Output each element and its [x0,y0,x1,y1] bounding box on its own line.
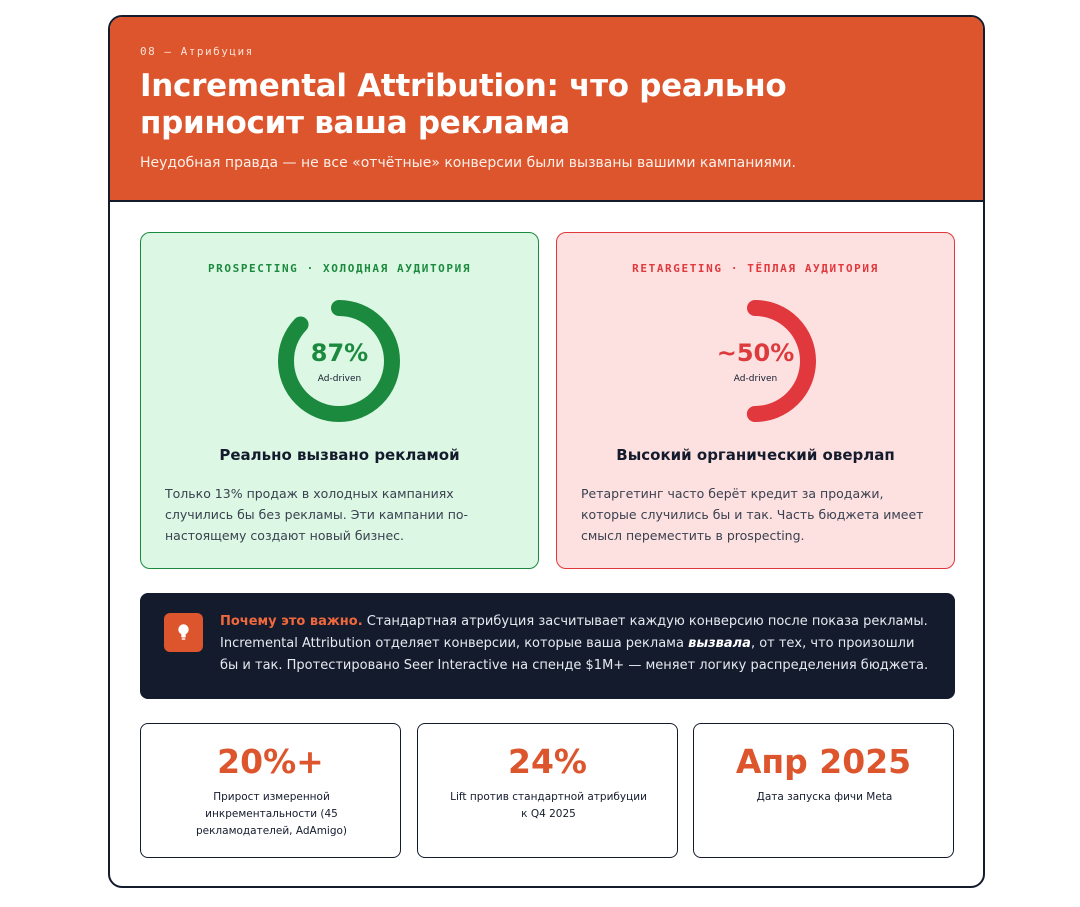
retargeting-panel: RETARGETING · ТЁПЛАЯ АУДИТОРИЯ ~50% Ad-d… [556,232,955,569]
stat-value: Апр 2025 [735,742,912,781]
prospecting-donut [278,300,400,422]
callout-body-end: , от тех, что произошли бы и так. Протес… [220,636,929,673]
lightbulb-icon-glyph [178,624,189,640]
donut-caption: Ad-driven [733,374,778,384]
stat-card-lift: 24% Lift против стандартной атрибуции к … [417,723,678,858]
attribution-card: 08 — Атрибуция Incremental Attribution: … [108,15,985,888]
header-banner: 08 — Атрибуция Incremental Attribution: … [110,17,983,202]
callout-emphasis: вызвала [688,636,751,651]
section-eyebrow: 08 — Атрибуция [140,45,254,58]
callout-lead: Почему это важно. [220,614,363,629]
lightbulb-icon [164,613,203,652]
donut-arc [278,300,400,422]
panel-heading: Реально вызвано рекламой [219,446,460,464]
stat-card-launch-date: Апр 2025 Дата запуска фичи Meta [693,723,954,858]
retargeting-donut [694,300,816,422]
stat-label: Прирост измеренной инкрементальности (45… [195,791,348,837]
panel-eyebrow: PROSPECTING · ХОЛОДНАЯ АУДИТОРИЯ [207,262,472,275]
donut-caption: Ad-driven [317,374,362,384]
panel-body: Ретаргетинг часто берёт кредит за продаж… [581,486,924,543]
donut-value: ~50% [716,339,795,367]
page-title: Incremental Attribution: что реально при… [140,68,787,141]
why-it-matters-callout: Почему это важно. Стандартная атрибуция … [140,593,955,699]
prospecting-panel: PROSPECTING · ХОЛОДНАЯ АУДИТОРИЯ 87% Ad-… [140,232,539,569]
callout-text: Почему это важно. Стандартная атрибуция … [220,611,935,677]
donut-value: 87% [310,339,369,367]
panel-eyebrow: RETARGETING · ТЁПЛАЯ АУДИТОРИЯ [632,262,879,275]
stat-card-incrementality: 20%+ Прирост измеренной инкрементальност… [140,723,401,858]
stat-label: Lift против стандартной атрибуции к Q4 2… [450,791,647,820]
donut-arc [694,300,816,422]
callout-body-start: Стандартная атрибуция засчитывает каждую… [220,614,928,651]
stat-value: 24% [508,742,587,781]
panel-heading: Высокий органический оверлап [616,446,895,464]
page-subtitle: Неудобная правда — не все «отчётные» кон… [140,155,796,171]
stat-label: Дата запуска фичи Meta [756,791,893,803]
stat-value: 20%+ [217,742,324,781]
panel-body: Только 13% продаж в холодных кампаниях с… [165,486,469,543]
